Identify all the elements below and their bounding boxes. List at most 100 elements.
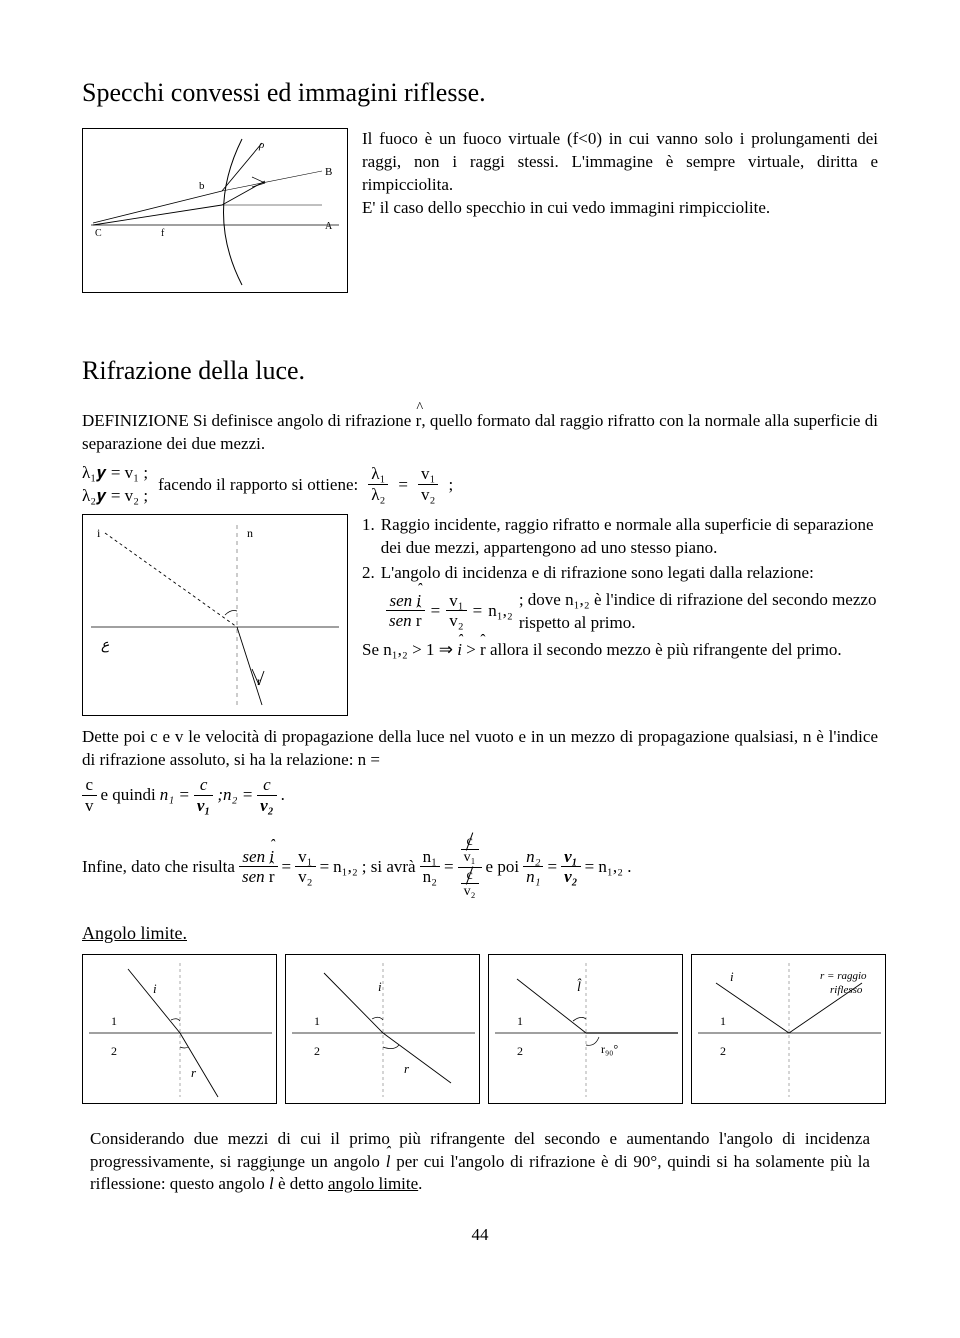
def-lead: DEFINIZIONE Si definisce angolo di rifra… [82, 411, 416, 430]
svg-text:b: b [199, 180, 205, 192]
angolo-limite-link: angolo limite [328, 1174, 418, 1193]
se-a: Se n₁,₂ > 1 ⇒ [362, 640, 457, 659]
lambda2: λ₂𝒚 = v₂ ; [82, 485, 148, 508]
frac-v12-2: v₁ v₂ [295, 848, 315, 888]
se-c: allora il secondo mezzo è più rifrangent… [486, 640, 842, 659]
period-1: . [281, 784, 285, 807]
list-2-num: 2. [362, 562, 375, 585]
limit-angle-figures: i 1 2 r i 1 2 r l̂ 1 2 [82, 954, 878, 1104]
frac-sen-2: sen i sen r [239, 848, 278, 888]
svg-text:r₉₀°: r₉₀° [601, 1042, 618, 1056]
figure-convex-mirror: b ρ B A f C [82, 128, 348, 293]
svg-text:1: 1 [517, 1014, 523, 1028]
n1eq: n₁ = [160, 784, 190, 807]
n12-2: n₁,₂ [333, 856, 358, 879]
svg-text:i: i [378, 979, 382, 994]
equals-1: = [398, 474, 408, 497]
limit-panel-4: i r = raggio riflesso 1 2 [691, 954, 886, 1104]
svg-text:r: r [191, 1065, 197, 1080]
svg-text:2: 2 [720, 1044, 726, 1058]
limit-panel-1: i 1 2 r [82, 954, 277, 1104]
svg-text:1: 1 [314, 1014, 320, 1028]
dove-text: ; dove n₁,₂ è l'indice di rifrazione del… [519, 589, 878, 635]
para-c: Dette poi c e v le velocità di propagazi… [82, 726, 878, 772]
eq-end: = n₁,₂ . [585, 856, 632, 879]
para-mirror-case: E' il caso dello specchio in cui vedo im… [362, 197, 878, 220]
svg-text:ع: ع [101, 638, 110, 653]
epoi: e poi [486, 856, 520, 879]
svg-text:i: i [153, 981, 157, 996]
infine: Infine, dato che risulta [82, 856, 235, 879]
final-paragraph: Considerando due mezzi di cui il primo p… [82, 1128, 878, 1197]
absolute-index-line: Dette poi c e v le velocità di propagazi… [82, 726, 878, 816]
frac-cv: c v [82, 776, 97, 816]
svg-text:B: B [325, 166, 332, 178]
svg-text:i: i [97, 526, 101, 540]
svg-text:f: f [161, 228, 165, 239]
frac-cv1: c v₁ [194, 776, 213, 816]
se-b: > [462, 640, 480, 659]
lambda1: λ₁𝒚 = v₁ ; [82, 462, 148, 485]
svg-text:2: 2 [517, 1044, 523, 1058]
heading-refraction: Rifrazione della luce. [82, 353, 878, 388]
section-1-row: b ρ B A f C Il fuoco è un fuoco virtuale… [82, 128, 878, 293]
semicolon-1: ; [448, 474, 453, 497]
frac-cv2: c v₂ [257, 776, 276, 816]
r-hat: r [416, 410, 422, 433]
svg-text:n: n [247, 526, 253, 540]
figure-refraction: i n r ع [82, 514, 348, 716]
eq-3: = [282, 856, 292, 879]
svg-text:riflesso: riflesso [830, 984, 863, 996]
para-virtual-focus: Il fuoco è un fuoco virtuale (f<0) in cu… [362, 128, 878, 197]
list-1-num: 1. [362, 514, 375, 560]
sen-r: sen [389, 611, 412, 630]
heading-convex-mirrors: Specchi convessi ed immagini riflesse. [82, 75, 878, 110]
svg-text:C: C [95, 228, 102, 239]
refraction-row: i n r ع 1. Raggio incidente, raggio rifr… [82, 514, 878, 716]
equindi: e quindi [101, 784, 156, 807]
frac-n1n2: n₁ n₂ [420, 848, 440, 888]
svg-text:l̂: l̂ [577, 978, 582, 995]
page-number: 44 [82, 1224, 878, 1247]
sen-i: sen [389, 591, 412, 610]
svg-text:2: 2 [111, 1044, 117, 1058]
n12-1: n₁,₂ [488, 600, 513, 623]
frac-v12: v₁ v₂ [446, 592, 466, 632]
lambda-column: λ₁𝒚 = v₁ ; λ₂𝒚 = v₂ ; [82, 462, 148, 508]
lambda-equations: λ₁𝒚 = v₁ ; λ₂𝒚 = v₂ ; facendo il rapport… [82, 462, 878, 508]
angolo-limite-title: Angolo limite. [82, 921, 878, 945]
final-end: è detto [274, 1174, 328, 1193]
eq-4: = [320, 856, 330, 879]
list-item-1: 1. Raggio incidente, raggio rifratto e n… [362, 514, 878, 560]
frac-v: v₁ v₂ [418, 465, 438, 505]
frac-v1v2-bold: v₁ v₂ [561, 848, 580, 888]
frac-sen: sen i sen r [386, 592, 425, 632]
frac-lambda: λ₁ λ₂ [368, 465, 388, 505]
n2eq: ;n₂ = [217, 784, 253, 807]
list-2-text: L'angolo di incidenza e di rifrazione so… [381, 562, 814, 585]
svg-text:1: 1 [720, 1014, 726, 1028]
eq-sign-1: = [431, 600, 441, 623]
eq-5: = [444, 856, 454, 879]
svg-text:A: A [325, 221, 333, 232]
frac-n2n1: n₂ n₁ [523, 848, 543, 888]
frac-cv-strike: cv₁ cv₂ [458, 834, 482, 901]
si-avra: ; si avrà [362, 856, 416, 879]
eq-6: = [547, 856, 557, 879]
final-relation-line: Infine, dato che risulta sen i sen r = v… [82, 834, 878, 901]
limit-panel-3: l̂ 1 2 r₉₀° [488, 954, 683, 1104]
svg-text:r = raggio: r = raggio [820, 970, 867, 982]
svg-text:r: r [404, 1061, 410, 1076]
section-1-text: Il fuoco è un fuoco virtuale (f<0) in cu… [362, 128, 878, 220]
limit-panel-2: i 1 2 r [285, 954, 480, 1104]
refraction-text-col: 1. Raggio incidente, raggio rifratto e n… [362, 514, 878, 662]
list-1-text: Raggio incidente, raggio rifratto e norm… [381, 514, 878, 560]
svg-text:1: 1 [111, 1014, 117, 1028]
list-item-2: 2. L'angolo di incidenza e di rifrazione… [362, 562, 878, 585]
se-line: Se n₁,₂ > 1 ⇒ i > r allora il secondo me… [362, 639, 878, 662]
definition-line: DEFINIZIONE Si definisce angolo di rifra… [82, 410, 878, 456]
svg-text:ρ: ρ [258, 139, 264, 151]
snell-equation: sen i sen r = v₁ v₂ = n₁,₂ ; dove n₁,₂ è… [386, 589, 878, 635]
ratio-text: facendo il rapporto si ottiene: [158, 474, 358, 497]
svg-text:2: 2 [314, 1044, 320, 1058]
